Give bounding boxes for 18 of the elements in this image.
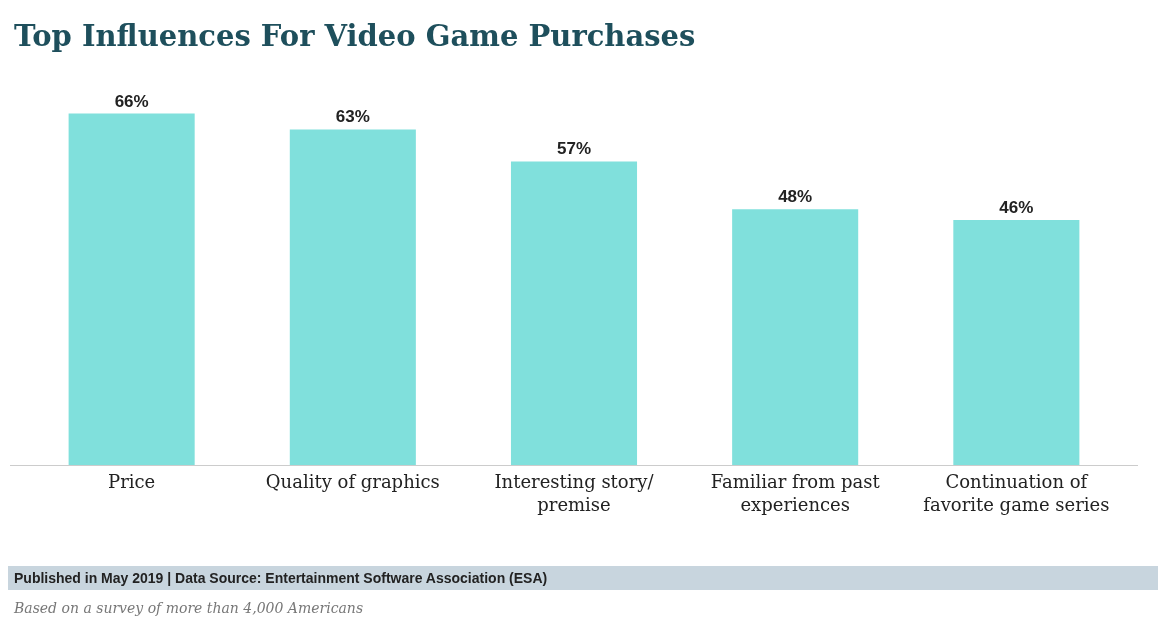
bar [289, 129, 416, 465]
bar [68, 113, 195, 465]
text: Based on a survey of more than 4,000 Americans [14, 600, 365, 616]
data-label: 63% [335, 107, 370, 127]
bar [953, 220, 1080, 465]
chart-title: Top Influences For Video Game Purchases [13, 18, 696, 53]
data-label: 48% [778, 187, 813, 207]
x-tick-label: Price [108, 470, 156, 492]
data-label: 46% [999, 198, 1034, 218]
bar [732, 209, 859, 465]
text: Published in May 2019 | Data Source: Entertainment Software Association (ESA) [8, 566, 1158, 590]
x-tick-label: Interesting story/ premise [494, 470, 655, 515]
x-tick-label: Quality of graphics [265, 470, 440, 492]
bar [510, 161, 638, 465]
x-tick-label: Continuation of favorite game series [923, 470, 1110, 515]
data-label: 57% [556, 139, 592, 159]
data-label: 66% [114, 91, 149, 111]
x-tick-label: Familiar from past experiences [710, 470, 881, 515]
